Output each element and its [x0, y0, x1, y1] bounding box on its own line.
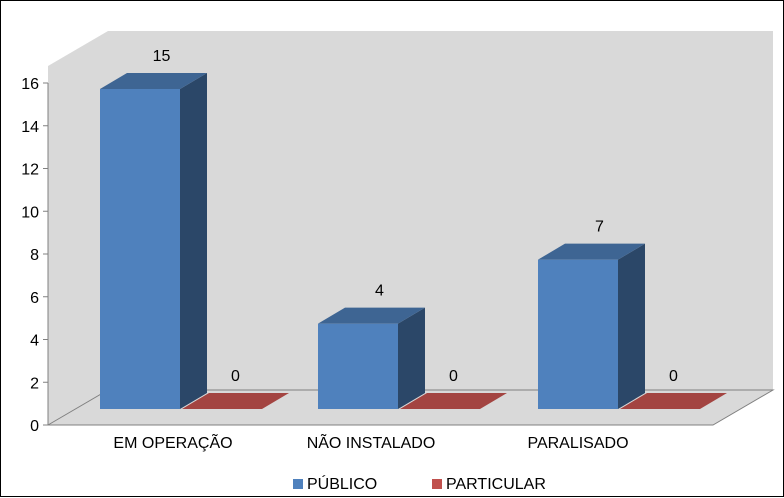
bar-side — [398, 307, 425, 409]
y-tick-label: 12 — [21, 162, 39, 179]
bar — [100, 89, 180, 409]
bar — [182, 393, 289, 409]
legend-label: PARTICULAR — [446, 476, 546, 493]
legend: PÚBLICO PARTICULAR — [293, 474, 546, 493]
y-tick-label: 0 — [30, 418, 39, 435]
legend-swatch — [432, 479, 442, 489]
bar-top — [318, 307, 425, 324]
y-tick-label: 16 — [21, 76, 39, 93]
data-label: 15 — [153, 48, 171, 65]
x-category-label: NÃO INSTALADO — [307, 432, 436, 452]
data-label: 4 — [375, 283, 384, 300]
data-label: 0 — [449, 368, 458, 385]
legend-swatch — [293, 479, 303, 489]
y-tick-label: 6 — [30, 290, 39, 307]
bar — [538, 259, 618, 409]
back-wall — [108, 31, 773, 390]
x-category-label: PARALISADO — [527, 435, 628, 452]
side-wall — [48, 31, 108, 425]
bar-top — [100, 73, 207, 89]
data-label: 7 — [595, 219, 604, 236]
data-label: 0 — [669, 368, 678, 385]
bar-side — [180, 73, 207, 409]
y-tick-label: 10 — [21, 204, 39, 221]
bars — [100, 73, 727, 409]
bar-top — [538, 243, 645, 260]
y-tick-label: 4 — [30, 333, 39, 350]
value-labels: 15 4 7 0 0 0 — [153, 48, 678, 385]
y-axis: 0 2 4 6 8 10 12 14 16 — [21, 76, 49, 435]
data-label: 0 — [231, 368, 240, 385]
bar-side — [618, 243, 645, 409]
x-category-label: EM OPERAÇÃO — [113, 432, 232, 452]
bar — [318, 323, 398, 409]
x-axis: EM OPERAÇÃO NÃO INSTALADO PARALISADO — [113, 432, 628, 452]
y-tick-label: 2 — [30, 375, 39, 392]
bar — [400, 393, 507, 409]
y-tick-label: 8 — [30, 247, 39, 264]
legend-label: PÚBLICO — [307, 474, 377, 493]
y-tick-label: 14 — [21, 119, 39, 136]
bar — [620, 393, 727, 409]
